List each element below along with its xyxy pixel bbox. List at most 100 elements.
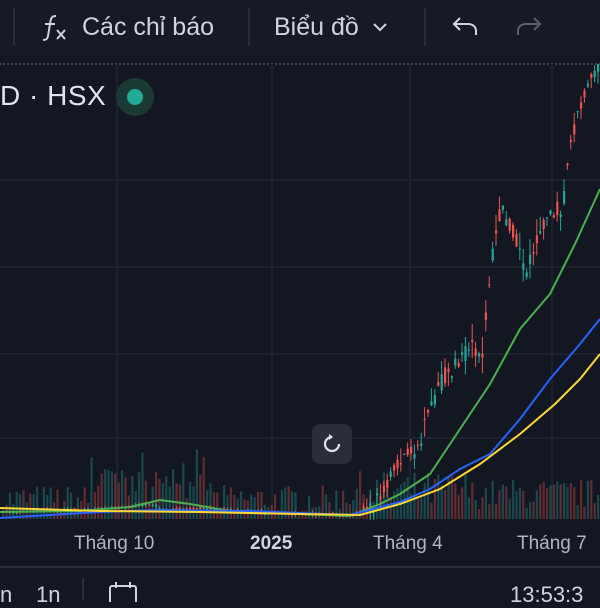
volume-bar [461,487,464,519]
candle-body [535,235,538,244]
toolbar-divider [248,8,250,46]
candle-body [178,508,181,509]
volume-bar [529,502,532,519]
volume-bar [325,494,328,519]
candle-body [495,230,498,234]
volume-bar [104,469,107,519]
candle-body [151,504,154,506]
volume-bar [457,495,460,519]
volume-bar [440,485,443,519]
candle-body [141,505,144,507]
reset-chart-button[interactable] [312,424,352,464]
indicators-label: Các chỉ báo [82,12,215,41]
volume-bar [580,480,583,519]
candle-body [474,348,477,356]
candle-body [175,508,178,510]
volume-bar [172,469,175,519]
candle-body [501,205,504,210]
candle-body [362,506,365,510]
chart-type-label: Biểu đồ [274,12,359,41]
volume-bar [508,499,511,519]
candle-body [576,111,579,113]
volume-bar [546,488,549,519]
candle-body [447,368,450,372]
volume-bar [569,483,572,519]
candle-body [546,217,549,219]
candle-body [416,444,419,447]
volume-bar [515,491,518,519]
candles [2,64,600,520]
candle-body [202,507,205,509]
volume-bar [386,484,389,519]
volume-bar [209,483,212,519]
volume-bar [593,503,596,519]
volume-bar [308,496,311,519]
volume-bar [321,485,324,519]
candle-body [573,124,576,135]
volume-bar [583,506,586,519]
ma-long-line [0,353,600,517]
volume-bar [121,470,124,519]
volume-bar [335,490,338,519]
volume-bar [433,479,436,519]
volume-bar [471,482,474,519]
volume-bar [131,476,134,519]
candle-body [87,508,90,510]
candle-body [569,139,572,142]
volume-bar [597,494,600,519]
volume-bar [525,507,528,519]
x-axis-label: Tháng 4 [373,533,443,554]
volume-bar [505,486,508,519]
candle-body [155,504,158,507]
volume-bar [223,485,226,519]
candle-body [420,443,423,446]
symbol-text: D · HSX [0,80,107,111]
volume-bar [56,489,59,519]
volume-bar [501,484,504,519]
volume-bar [566,487,569,519]
candle-body [512,224,515,238]
volume-bar [250,494,253,519]
volume-bar [202,457,205,519]
candle-body [144,503,147,506]
range-button-1y[interactable]: 1n [36,582,61,607]
candle-body [464,346,467,361]
indicators-button[interactable]: Các chỉ báo [82,10,214,44]
calendar-icon[interactable] [108,582,138,607]
candle-body [484,312,487,320]
volume-bar [586,480,589,519]
status-dot-icon [127,89,143,105]
candle-body [15,512,18,514]
volume-bar [287,486,290,519]
undo-icon[interactable] [450,12,480,42]
symbol-label[interactable]: D · HSX [0,76,106,116]
volume-bar [46,495,49,519]
toolbar-divider [424,8,426,46]
candle-body [522,263,525,270]
chart-type-button[interactable]: Biểu đồ [274,10,387,44]
candle-body [437,381,440,386]
market-status-indicator[interactable] [116,78,154,116]
volume-bar [348,504,351,519]
volume-bar [93,492,96,519]
range-button[interactable]: n [0,582,13,607]
volume-bar [532,501,535,519]
chevron-down-icon [373,22,387,32]
volume-bar [284,487,287,519]
volume-bar [410,493,413,519]
volume-bar [83,487,86,519]
volume-bar [352,500,355,519]
volume-bar [522,491,525,519]
reset-icon [323,434,341,453]
x-axis-label: Tháng 10 [74,533,155,554]
candle-body [195,508,198,509]
price-chart[interactable] [0,64,600,520]
clock-time[interactable]: 13:53:3 [510,582,584,607]
candle-body [593,71,596,78]
volume-bar [73,511,76,519]
volume-bar [535,490,538,519]
redo-icon[interactable] [514,12,544,42]
volume-bar [280,490,283,519]
candle-body [158,507,161,509]
fx-icon[interactable] [38,12,70,42]
